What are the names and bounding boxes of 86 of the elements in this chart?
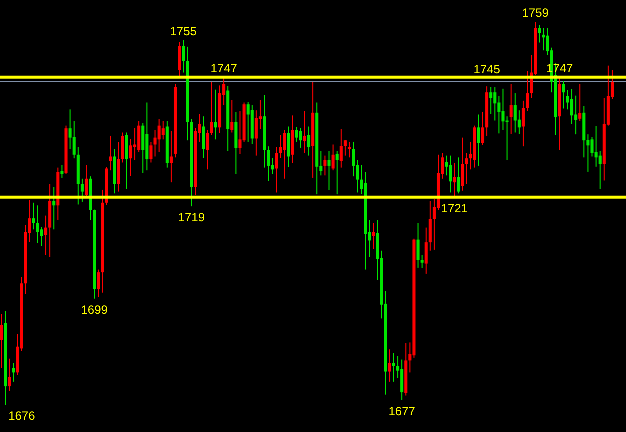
candlestick xyxy=(134,128,137,161)
candlestick xyxy=(109,135,112,172)
candlestick xyxy=(490,86,493,115)
candlestick xyxy=(254,110,258,156)
candlestick xyxy=(526,70,530,112)
candlestick xyxy=(210,81,214,136)
candlestick xyxy=(502,88,505,131)
annotation: 1755 xyxy=(170,24,198,38)
annotation: 1759 xyxy=(522,6,550,20)
candlestick xyxy=(420,254,424,269)
candlestick xyxy=(283,130,286,180)
candlestick xyxy=(121,132,124,164)
candlestick xyxy=(170,130,173,184)
candlestick xyxy=(97,269,100,298)
candlestick xyxy=(80,178,84,202)
candlestick xyxy=(72,120,76,160)
annotation: 1699 xyxy=(81,302,108,317)
candlestick xyxy=(562,80,566,110)
candlestick xyxy=(578,84,582,122)
candlestick xyxy=(246,102,250,142)
text: 1676 xyxy=(8,409,36,423)
candlestick xyxy=(328,150,331,191)
candlestick xyxy=(453,162,456,198)
candlestick xyxy=(570,88,574,125)
candlestick xyxy=(598,150,602,190)
candlestick xyxy=(514,93,517,134)
candlestick xyxy=(400,359,404,401)
candlestick xyxy=(344,140,347,156)
candlestick xyxy=(202,116,206,159)
candlestick xyxy=(449,155,452,194)
candlestick xyxy=(52,186,56,230)
candlestick xyxy=(352,141,356,178)
candlestick xyxy=(12,362,16,382)
candlestick xyxy=(457,157,460,194)
candlestick xyxy=(348,141,351,158)
candlestick xyxy=(295,126,298,142)
candlestick xyxy=(428,200,432,252)
candlestick xyxy=(594,126,598,168)
candlestick xyxy=(182,40,186,74)
candlestick xyxy=(510,84,513,135)
annotation: 1721 xyxy=(441,201,468,216)
candlestick xyxy=(498,96,501,134)
annotation: 1677 xyxy=(388,404,416,418)
candlestick xyxy=(481,111,485,146)
candlestick xyxy=(372,222,376,250)
candlestick xyxy=(308,126,311,156)
candlestick xyxy=(494,87,497,122)
candlestick xyxy=(299,128,302,148)
candlestick xyxy=(150,141,153,164)
candlestick xyxy=(465,152,468,185)
candlestick xyxy=(590,136,594,158)
candlestick xyxy=(522,100,525,148)
candlestick xyxy=(461,137,464,192)
candlestick xyxy=(477,114,480,166)
candlestick xyxy=(40,226,44,247)
candlestick xyxy=(230,100,234,134)
candlestick xyxy=(162,120,165,140)
candlestick xyxy=(340,128,343,168)
candlestick xyxy=(538,24,542,44)
candlestick xyxy=(574,95,578,136)
candlestick xyxy=(332,144,335,172)
candlestick xyxy=(424,227,428,274)
candlestick xyxy=(388,349,392,382)
candlestick xyxy=(44,215,48,256)
candlestick xyxy=(158,118,161,153)
candlestick xyxy=(279,134,282,159)
annotation: 1745 xyxy=(474,62,501,76)
candlestick xyxy=(84,164,88,197)
candlestick xyxy=(129,138,133,177)
candlestick xyxy=(154,130,157,158)
candlestick xyxy=(32,202,36,230)
candlestick xyxy=(275,147,278,194)
candlestick xyxy=(0,314,4,369)
annotation: 1719 xyxy=(178,210,206,225)
annotation: 1747 xyxy=(210,61,238,76)
candlestick xyxy=(8,358,12,392)
candlestick xyxy=(60,164,64,178)
candlestick xyxy=(416,222,420,268)
candlestick xyxy=(267,146,270,182)
candlestick xyxy=(324,155,327,176)
candlestick xyxy=(303,110,306,154)
candlestick xyxy=(336,150,339,196)
candlestick xyxy=(214,89,218,140)
candlestick xyxy=(206,130,210,170)
candlestick xyxy=(36,205,40,244)
candlestick xyxy=(287,126,290,168)
